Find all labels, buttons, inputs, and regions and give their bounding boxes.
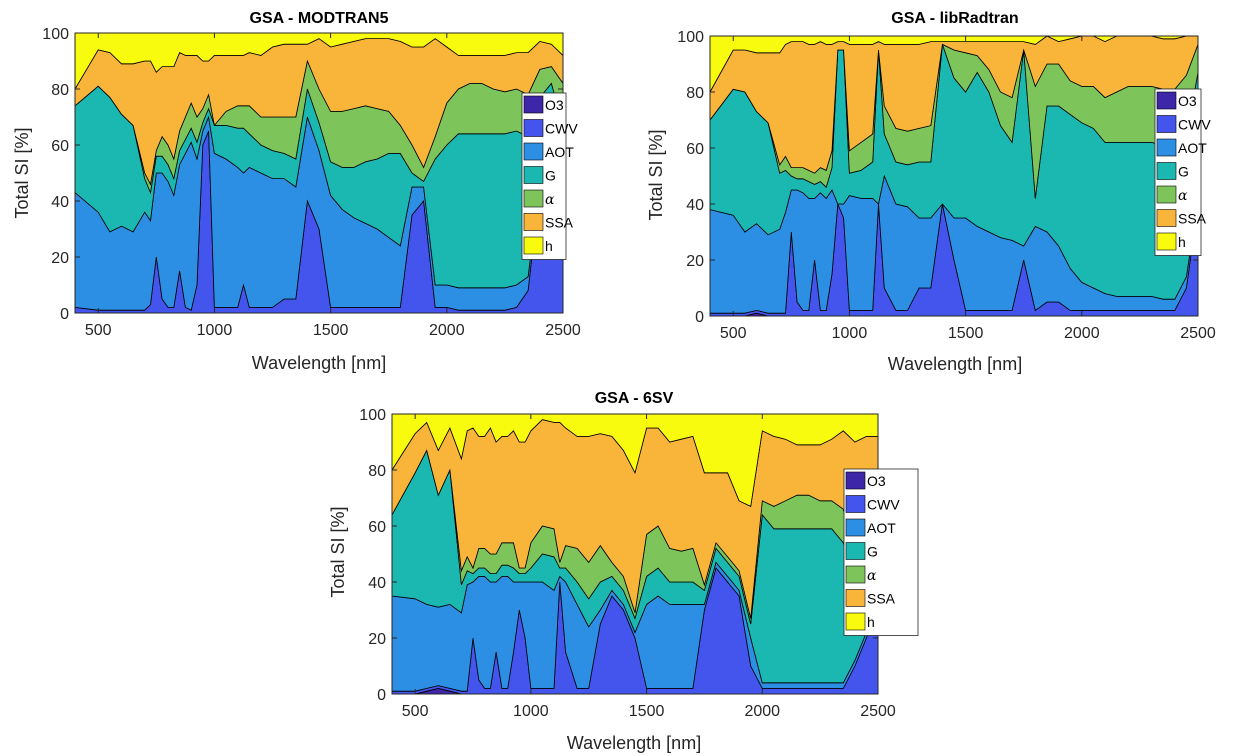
y-tick-label-6sv: 100	[359, 407, 386, 424]
y-tick-label-libradtran: 80	[686, 85, 704, 102]
legend-label-g-modtran5: G	[545, 168, 556, 184]
legend-swatch-cwv-modtran5	[523, 119, 544, 137]
panel-libradtran: GSA - libRadtran Total SI [%] Wavelength…	[646, 10, 1216, 374]
legend-label-ssa-libradtran: SSA	[1178, 211, 1207, 227]
x-tick-label-modtran5: 2000	[429, 322, 465, 339]
x-tick-label-modtran5: 1000	[197, 322, 233, 339]
legend-swatch-h-6sv	[845, 612, 866, 631]
legend-label-cwv-6sv: CWV	[867, 497, 900, 513]
legend-swatch-ssa-6sv	[845, 589, 866, 607]
y-tick-label-libradtran: 40	[686, 197, 704, 214]
legend-swatch-o3-modtran5	[523, 95, 544, 114]
legend-label-alpha-6sv: α	[867, 568, 877, 584]
legend-modtran5: O3 CWV AOT Gα SSA h	[521, 92, 578, 260]
legend-swatch-ssa-modtran5	[523, 213, 544, 231]
legend-label-h-6sv: h	[867, 614, 875, 630]
legend-label-g-libradtran: G	[1178, 164, 1189, 180]
y-tick-label-libradtran: 100	[677, 29, 704, 46]
y-tick-label-libradtran: 60	[686, 141, 704, 158]
y-tick-label-modtran5: 100	[42, 26, 69, 43]
legend-label-o3-6sv: O3	[867, 473, 886, 489]
legend-swatch-ssa-libradtran	[1156, 209, 1177, 227]
legend-label-alpha-libradtran: α	[1178, 188, 1188, 204]
chart-title-libradtran: GSA - libRadtran	[891, 10, 1018, 27]
y-tick-label-libradtran: 20	[686, 253, 704, 270]
series-group-libradtran	[709, 35, 1199, 317]
x-tick-label-6sv: 1500	[629, 703, 665, 720]
legend-swatch-g-libradtran	[1156, 162, 1177, 180]
x-tick-label-modtran5: 1500	[313, 322, 349, 339]
legend-label-alpha-modtran5: α	[545, 192, 555, 208]
legend-swatch-g-modtran5	[523, 166, 544, 184]
legend-swatch-o3-libradtran	[1156, 91, 1177, 110]
x-tick-label-modtran5: 500	[85, 322, 112, 339]
chart-title-modtran5: GSA - MODTRAN5	[250, 10, 389, 27]
x-tick-label-libradtran: 500	[720, 325, 747, 342]
x-axis-label-6sv: Wavelength [nm]	[567, 733, 701, 753]
legend-swatch-aot-libradtran	[1156, 138, 1177, 157]
y-tick-label-6sv: 0	[377, 687, 386, 704]
x-tick-label-libradtran: 1500	[948, 325, 984, 342]
y-tick-label-modtran5: 80	[51, 82, 69, 99]
legend-swatch-o3-6sv	[845, 471, 866, 490]
y-tick-label-modtran5: 20	[51, 250, 69, 267]
legend-swatch-alpha-modtran5	[523, 189, 544, 208]
legend-swatch-cwv-libradtran	[1156, 115, 1177, 133]
x-tick-label-libradtran: 1000	[832, 325, 868, 342]
chart-title-6sv: GSA - 6SV	[595, 390, 674, 407]
x-tick-label-libradtran: 2000	[1064, 325, 1100, 342]
y-tick-label-modtran5: 40	[51, 194, 69, 211]
y-tick-label-modtran5: 60	[51, 138, 69, 155]
x-tick-label-6sv: 2500	[860, 703, 896, 720]
legend-6sv: O3 CWV AOT Gα SSA h	[843, 468, 919, 636]
series-group-modtran5	[74, 32, 564, 314]
panel-6sv: GSA - 6SV Total SI [%] Wavelength [nm] 5…	[328, 390, 919, 753]
legend-label-h-modtran5: h	[545, 238, 553, 254]
legend-label-g-6sv: G	[867, 544, 878, 560]
legend-swatch-cwv-6sv	[845, 495, 866, 513]
panel-modtran5: GSA - MODTRAN5 Total SI [%] Wavelength […	[12, 10, 581, 373]
x-tick-label-6sv: 2000	[744, 703, 780, 720]
legend-swatch-aot-modtran5	[523, 142, 544, 161]
y-axis-label-6sv: Total SI [%]	[328, 506, 348, 597]
y-tick-label-modtran5: 0	[60, 306, 69, 323]
legend-label-cwv-modtran5: CWV	[545, 121, 578, 137]
legend-swatch-g-6sv	[845, 542, 866, 560]
legend-label-o3-libradtran: O3	[1178, 93, 1197, 109]
y-tick-label-libradtran: 0	[695, 309, 704, 326]
y-tick-label-6sv: 40	[368, 575, 386, 592]
y-axis-label-modtran5: Total SI [%]	[12, 127, 32, 218]
legend-label-o3-modtran5: O3	[545, 97, 564, 113]
legend-label-h-libradtran: h	[1178, 234, 1186, 250]
legend-swatch-aot-6sv	[845, 518, 866, 537]
x-tick-label-modtran5: 2500	[545, 322, 581, 339]
legend-label-aot-libradtran: AOT	[1178, 140, 1207, 156]
legend-swatch-alpha-libradtran	[1156, 185, 1177, 204]
legend-swatch-h-modtran5	[523, 236, 544, 255]
x-tick-label-6sv: 1000	[513, 703, 549, 720]
legend-libradtran: O3 CWV AOT Gα SSA h	[1154, 88, 1211, 256]
x-axis-label-modtran5: Wavelength [nm]	[252, 353, 386, 373]
legend-label-ssa-modtran5: SSA	[545, 215, 574, 231]
x-axis-label-libradtran: Wavelength [nm]	[888, 354, 1022, 374]
legend-swatch-h-libradtran	[1156, 232, 1177, 251]
y-axis-label-libradtran: Total SI [%]	[646, 129, 666, 220]
y-tick-label-6sv: 60	[368, 519, 386, 536]
y-tick-label-6sv: 20	[368, 631, 386, 648]
series-group-6sv	[391, 413, 879, 695]
legend-label-ssa-6sv: SSA	[867, 591, 896, 607]
legend-label-cwv-libradtran: CWV	[1178, 117, 1211, 133]
x-tick-label-libradtran: 2500	[1180, 325, 1216, 342]
legend-label-aot-6sv: AOT	[867, 520, 896, 536]
x-tick-label-6sv: 500	[402, 703, 429, 720]
y-tick-label-6sv: 80	[368, 463, 386, 480]
legend-swatch-alpha-6sv	[845, 565, 866, 584]
legend-label-aot-modtran5: AOT	[545, 144, 574, 160]
